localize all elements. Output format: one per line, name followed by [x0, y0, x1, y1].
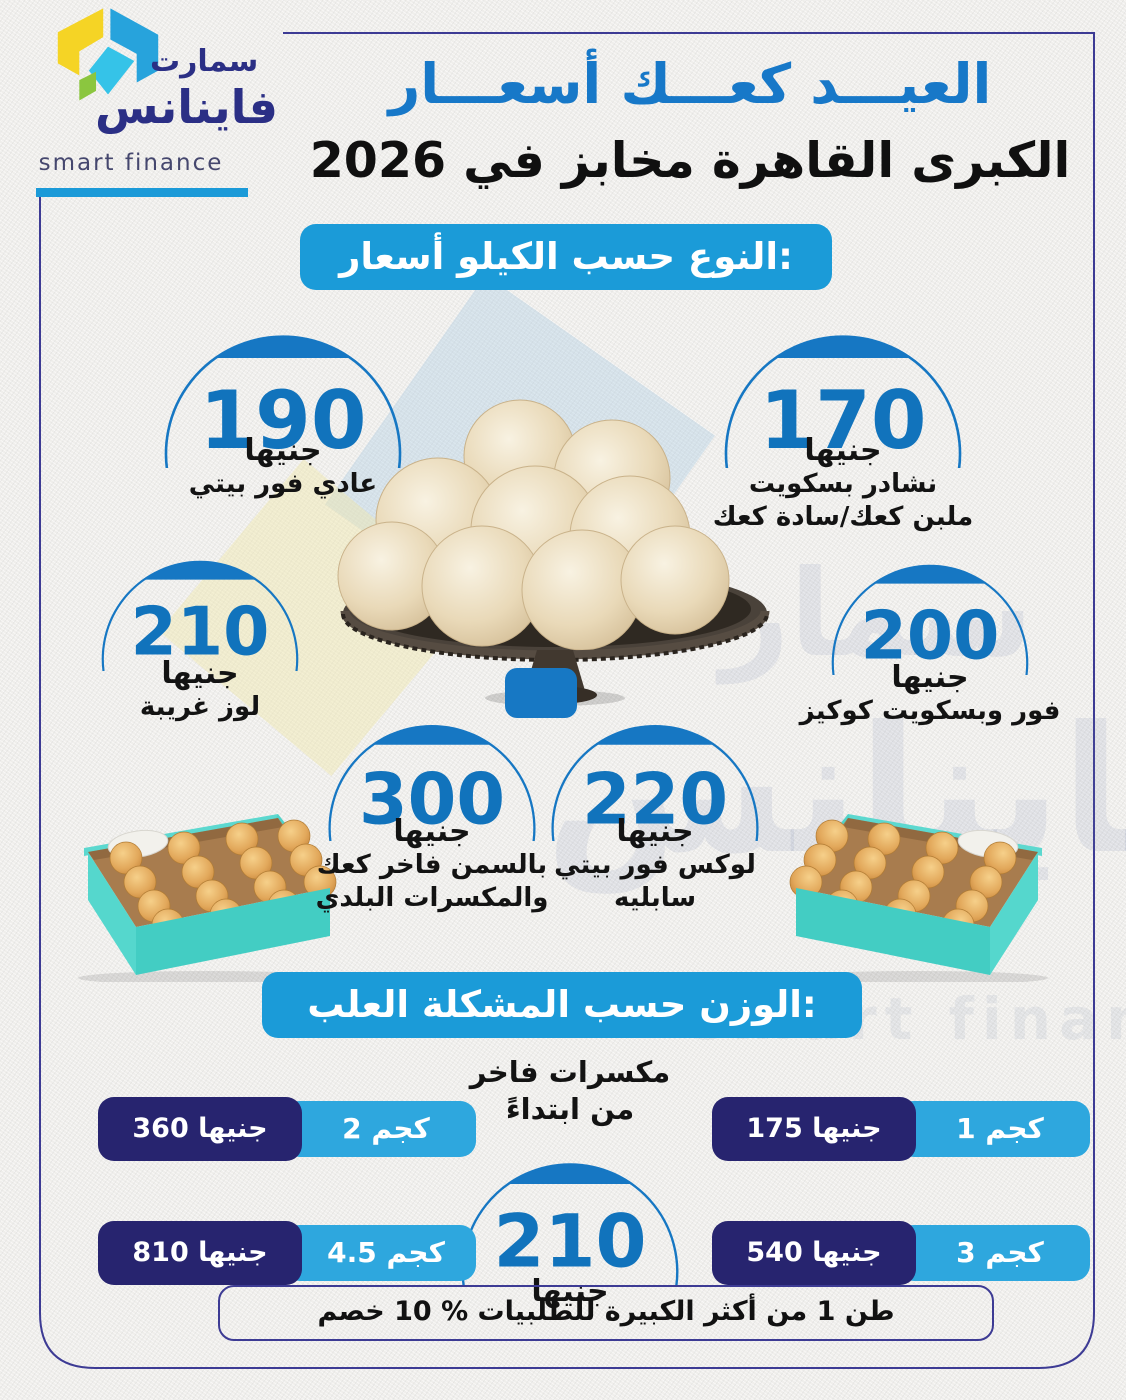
weight-pill: 2‎ ‎كجم	[284, 1101, 476, 1157]
section-badge-prices-by-type: أسعار‎ ‎الكيلو‎ ‎حسب‎ ‎النوع:	[300, 224, 832, 290]
price-label: بسكويت‎ ‎نشادر	[748, 469, 938, 499]
brand-name-english: smart finance	[38, 150, 224, 176]
price-unit: جنيها	[891, 660, 969, 695]
weight-pill: 1‎ ‎كجم	[898, 1101, 1090, 1157]
price-bubble-beity-four: 190 جنيها بيتي‎ ‎فور‎ ‎عادي	[133, 332, 433, 501]
price-unit: جنيها	[161, 656, 239, 691]
page-title-line-1: أسعـــار‎ ‎كعـــك‎ ‎العيـــد	[388, 52, 992, 116]
price-label: بيتي‎ ‎فور‎ ‎لوكس	[554, 850, 756, 880]
logo-facet-green	[79, 71, 97, 101]
weight-price-row-1kg: 175‎ ‎جنيها 1‎ ‎كجم	[712, 1097, 1090, 1161]
price-unit: جنيها	[244, 433, 322, 468]
section-badge-boxes-by-weight: العلب‎ ‎المشكلة‎ ‎حسب‎ ‎الوزن:	[262, 972, 862, 1038]
price-bubble-cookies: 200 جنيها كوكيز‎ ‎وبسكويت‎ ‎فور	[780, 562, 1080, 728]
price-pill: 540‎ ‎جنيها	[712, 1221, 916, 1285]
brand-name-arabic-2: فاينانس	[95, 80, 279, 134]
weight-price-row-4-5kg: 810‎ ‎جنيها 4.5‎ ‎كجم	[98, 1221, 476, 1285]
price-value: 210	[493, 1200, 646, 1285]
boxes-note-line-1: فاخر‎ ‎مكسرات	[469, 1055, 671, 1089]
price-label: كعك‎ ‎سادة‎/‎كعك‎ ‎ملبن	[712, 502, 974, 532]
price-label: بيتي‎ ‎فور‎ ‎عادي	[188, 469, 378, 499]
price-arc: 210	[101, 560, 299, 671]
weight-price-row-3kg: 540‎ ‎جنيها 3‎ ‎كجم	[712, 1221, 1090, 1285]
price-bubble-lux-beity-four: 220 جنيها بيتي‎ ‎فور‎ ‎لوكس سابليه	[505, 722, 805, 915]
page-title-line-2: 2026‎ ‎في‎ ‎مخابز‎ ‎القاهرة‎ ‎الكبرى	[309, 132, 1071, 189]
price-label: غريبة‎ ‎لوز	[139, 692, 261, 722]
price-pill: 810‎ ‎جنيها	[98, 1221, 302, 1285]
weight-pill: 4.5‎ ‎كجم	[284, 1225, 476, 1281]
weight-pill: 3‎ ‎كجم	[898, 1225, 1090, 1281]
price-unit: جنيها	[616, 814, 694, 849]
price-arc: 200	[831, 564, 1029, 675]
price-pill: 175‎ ‎جنيها	[712, 1097, 916, 1161]
price-bubble-nashader-biscuit: 170 جنيها بسكويت‎ ‎نشادر كعك‎ ‎سادة‎/‎كع…	[693, 332, 993, 534]
weight-price-row-2kg: 360‎ ‎جنيها 2‎ ‎كجم	[98, 1097, 476, 1161]
price-bubble-ghorayeba: 210 جنيها غريبة‎ ‎لوز	[50, 558, 350, 724]
logo-underline-bar	[36, 188, 248, 197]
discount-banner: خصم‎ ‎10‎ ‎%‎ ‎للطلبيات‎ ‎الكبيرة‎ ‎أكثر…	[218, 1285, 994, 1341]
blue-square-accent	[505, 668, 577, 718]
price-label: كوكيز‎ ‎وبسكويت‎ ‎فور	[799, 696, 1061, 726]
price-label: سابليه	[613, 883, 697, 913]
price-arc: 210	[461, 1163, 679, 1285]
price-unit: جنيها	[804, 433, 882, 468]
price-pill: 360‎ ‎جنيها	[98, 1097, 302, 1161]
brand-name-arabic-1: سمارت	[150, 44, 259, 79]
cookie-box-illustration-right	[788, 814, 1048, 982]
